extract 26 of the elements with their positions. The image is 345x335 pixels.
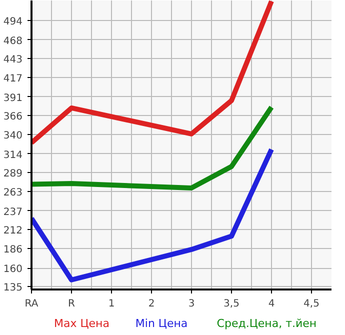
y-tick-label: 263 bbox=[3, 188, 23, 199]
y-tick-label: 314 bbox=[3, 150, 23, 161]
y-tick-label: 468 bbox=[3, 36, 23, 47]
x-tick-label: R bbox=[68, 298, 76, 310]
y-tick-label: 289 bbox=[3, 168, 23, 180]
y-tick-label: 391 bbox=[3, 92, 23, 104]
y-tick-label: 417 bbox=[3, 74, 23, 85]
x-tick-label: 4,5 bbox=[304, 298, 320, 310]
y-tick-label: 494 bbox=[3, 16, 23, 28]
text: Сред.Цена, т.йен bbox=[216, 316, 317, 330]
y-tick-label: 186 bbox=[3, 244, 23, 256]
x-tick-label: 3,5 bbox=[224, 298, 240, 310]
x-tick-label: RA bbox=[24, 298, 38, 310]
y-tick-label: 212 bbox=[3, 225, 23, 236]
y-tick-label: 135 bbox=[3, 282, 23, 294]
x-tick-label: 4 bbox=[268, 298, 275, 310]
x-tick-label: 3 bbox=[188, 298, 195, 310]
text: Min Цена bbox=[135, 316, 188, 330]
y-tick-label: 366 bbox=[3, 111, 23, 122]
x-tick-label: 1 bbox=[108, 298, 115, 310]
y-tick-label: 443 bbox=[3, 54, 23, 66]
x-tick-label: 2 bbox=[148, 298, 155, 310]
y-tick-label: 160 bbox=[3, 264, 23, 276]
y-tick-label: 237 bbox=[3, 206, 23, 218]
text: Max Цена bbox=[54, 316, 110, 330]
y-tick-label: 340 bbox=[3, 130, 23, 142]
